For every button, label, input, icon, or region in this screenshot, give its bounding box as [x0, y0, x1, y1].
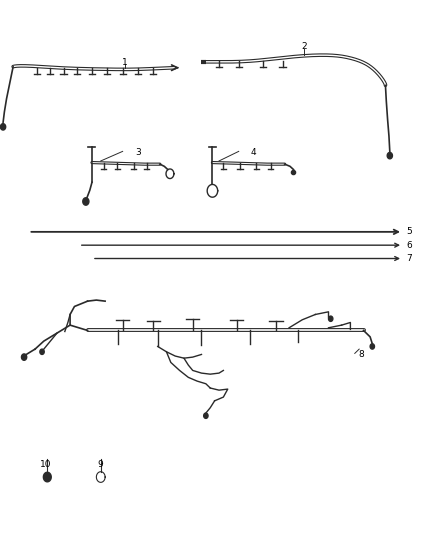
Polygon shape: [204, 413, 208, 418]
Polygon shape: [0, 124, 6, 130]
Text: 2: 2: [302, 42, 307, 51]
Polygon shape: [387, 152, 392, 159]
Text: 7: 7: [406, 254, 413, 263]
Text: 1: 1: [122, 58, 128, 67]
Text: 6: 6: [406, 241, 413, 249]
Text: 5: 5: [406, 228, 413, 236]
Polygon shape: [21, 354, 27, 360]
Polygon shape: [370, 344, 374, 349]
Polygon shape: [40, 349, 44, 354]
Polygon shape: [83, 198, 89, 205]
Text: 10: 10: [40, 461, 52, 469]
Polygon shape: [43, 472, 51, 482]
Text: 8: 8: [358, 350, 364, 359]
Text: 3: 3: [135, 149, 141, 157]
Text: 4: 4: [251, 149, 256, 157]
Polygon shape: [328, 316, 333, 321]
Text: 9: 9: [98, 461, 104, 469]
